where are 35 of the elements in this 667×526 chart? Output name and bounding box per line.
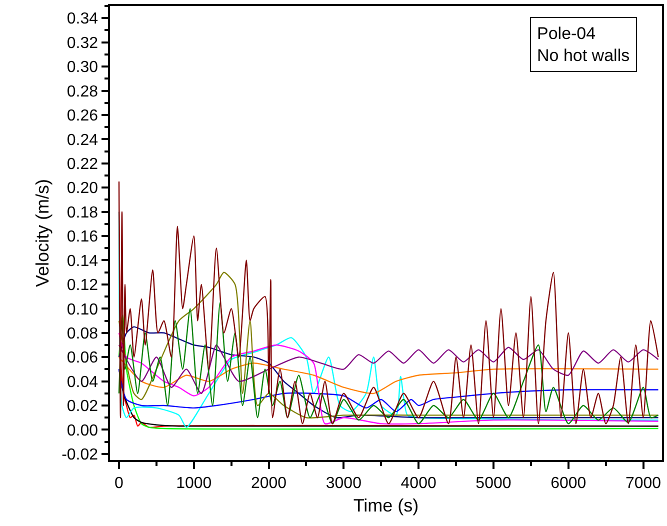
x-tick-label: 0 — [114, 474, 124, 492]
y-tick-label: 0.02 — [66, 398, 98, 416]
y-tick-label: 0.32 — [66, 34, 98, 52]
line-series — [118, 272, 659, 418]
y-tick-label: 0.20 — [66, 180, 98, 198]
x-tick-label: 1000 — [176, 474, 212, 492]
y-tick-label: 0.00 — [66, 422, 98, 440]
y-tick-label: 0.14 — [66, 252, 98, 270]
annotation: No hot walls — [537, 46, 630, 66]
y-tick-label: 0.10 — [66, 301, 98, 318]
x-tick-label: 6000 — [550, 474, 586, 492]
y-axis-title: Velocity (m/s) — [32, 178, 52, 288]
x-tick-label: 7000 — [625, 474, 662, 492]
line-series — [118, 368, 659, 412]
x-tick-label: 4000 — [400, 474, 436, 492]
y-tick-label: 0.28 — [66, 83, 98, 100]
x-tick-label: 2000 — [250, 474, 287, 492]
y-tick-label: 0.24 — [66, 132, 98, 149]
y-tick-label: 0.16 — [66, 228, 98, 246]
x-tick-label: 3000 — [326, 474, 362, 492]
y-tick-label: 0.08 — [66, 325, 98, 342]
y-tick-label: 0.12 — [66, 277, 98, 294]
y-tick-label: 0.06 — [66, 350, 98, 367]
y-tick-label: 0.22 — [66, 156, 98, 173]
annotation: Pole-04 — [537, 24, 596, 43]
y-tick-label: 0.34 — [66, 10, 98, 28]
line-series — [118, 356, 659, 394]
line-series — [118, 344, 659, 394]
y-tick-label: -0.02 — [62, 446, 98, 464]
y-tick-label: 0.30 — [66, 59, 98, 76]
y-tick-label: 0.04 — [66, 374, 98, 391]
x-tick-label: 5000 — [476, 474, 512, 492]
x-axis-title: Time (s) — [353, 496, 419, 516]
y-tick-label: 0.18 — [66, 204, 98, 222]
y-tick-label: 0.26 — [66, 108, 98, 125]
